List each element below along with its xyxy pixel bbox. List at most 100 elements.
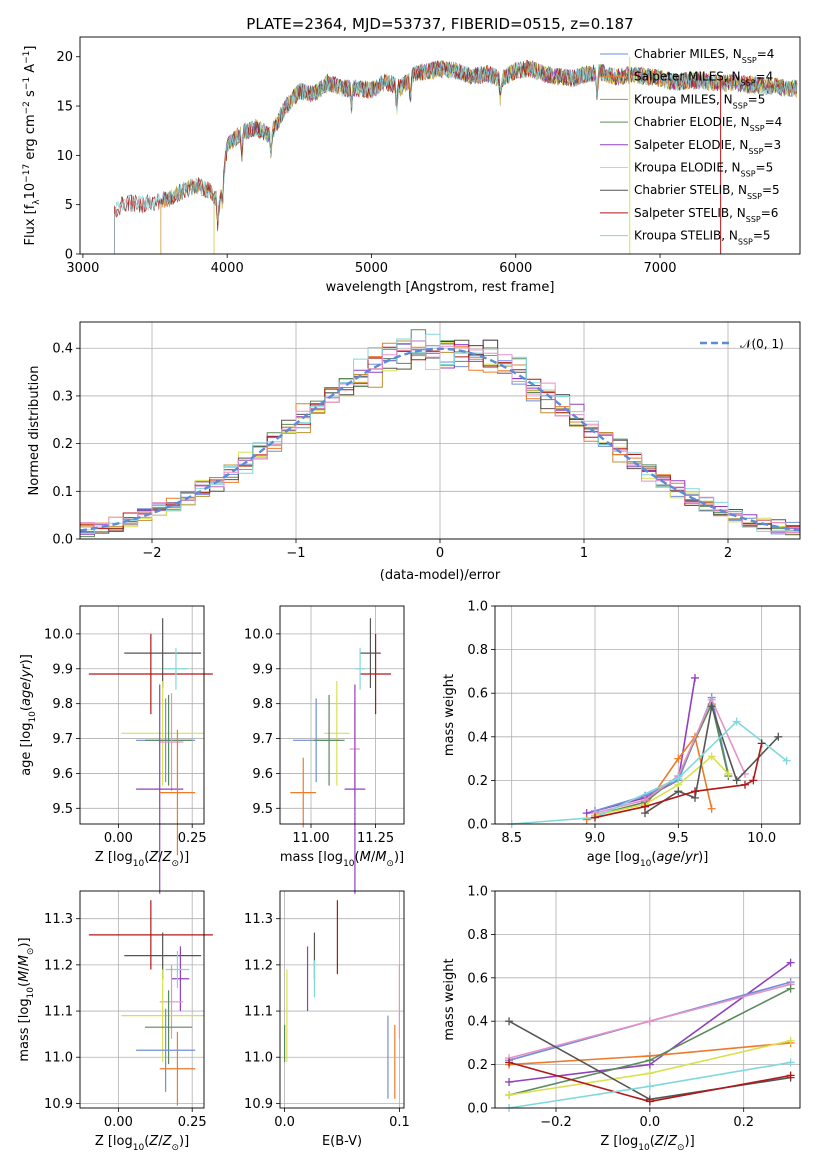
- weight_vs_Z-marker-kroupa_elodie: [505, 1090, 514, 1099]
- weight_vs_age-line-chabrier_stelib: [644, 703, 779, 814]
- legend-label-sub: SSP: [746, 214, 761, 223]
- age_vs_mass-axes: 11.00 11.25 9.5 9.6 9.7 9.8 9.9 10.0: [244, 606, 404, 846]
- weight_vs_age-ylabel: mass weight: [442, 674, 457, 756]
- mass_vs_Z-xlabel-part: (: [144, 1134, 149, 1149]
- age_vs_Z-xlabel-part: ⊙: [171, 859, 179, 869]
- mass_vs_EBV-xtick-label: 0.1: [389, 1115, 410, 1130]
- spectrum-ylabel-part: −1: [22, 51, 32, 64]
- legend-label-sub: SSP: [748, 146, 763, 155]
- weight_vs_Z-xlabel-part: )]: [685, 1134, 695, 1149]
- mass_vs_EBV-axes: 0.0 0.1 10.9 11.0 11.1 11.2 11.3: [244, 891, 410, 1130]
- weight_vs_age-marker-salpeter_stelib: [591, 813, 599, 822]
- weight_vs_age-ytick-label: 0.2: [467, 774, 488, 789]
- spectrum-ylabel: Flux [fλ10−17 erg cm−2 s−1 A−1]: [22, 46, 42, 246]
- residuals-ytick-label: 0.3: [52, 389, 73, 404]
- mass_vs_Z-ylabel-part: M: [17, 971, 32, 982]
- mass_vs_EBV-ytick-label: 11.2: [244, 958, 273, 973]
- age_vs_Z-ylabel-part: )]: [19, 654, 34, 664]
- weight_vs_Z-frame: [494, 890, 801, 1109]
- spectrum-ylabel-part: λ: [32, 199, 42, 205]
- residuals-ytick-label: 0.2: [52, 437, 73, 452]
- legend-label-text: Salpeter ELODIE, N: [634, 138, 748, 152]
- weight_vs_Z-xtick-label: 0.0: [640, 1115, 661, 1130]
- spectrum-series-salpeter_stelib: [114, 59, 798, 254]
- weight_vs_age-xlabel-part: age: [656, 850, 680, 865]
- weight_vs_age-frame: [494, 605, 801, 825]
- weight_vs_Z-lines: [505, 958, 795, 1112]
- mass_vs_Z-ytick-label: 10.9: [44, 1097, 73, 1112]
- mass_vs_Z-xlabel-part: ⊙: [171, 1143, 179, 1153]
- spectrum-xtick-label: 5000: [355, 261, 388, 276]
- age_vs_mass-xtick-label: 11.00: [292, 831, 329, 846]
- weight_vs_age-xlabel-part: yr: [684, 850, 700, 865]
- legend-label-suffix: =6: [761, 206, 779, 220]
- mass_vs_Z-xlabel-part: Z [log: [95, 1134, 133, 1149]
- mass_vs_Z-xlabel-part: 10: [133, 1143, 145, 1153]
- spectrum-xtick-label: 4000: [211, 261, 244, 276]
- residuals-ytick-label: 0.4: [52, 342, 73, 357]
- weight_vs_age-marker-salpeter_stelib: [691, 787, 699, 796]
- age_vs_Z-xlabel-part: Z: [148, 850, 159, 865]
- mass_vs_EBV-frame: [279, 890, 405, 1109]
- residuals-ylabel: Normed distribution: [27, 366, 42, 496]
- legend-label-salpeter_stelib: Salpeter STELIB, NSSP=6: [634, 206, 778, 224]
- legend-label-text: Salpeter STELIB, N: [634, 206, 746, 220]
- legend-label-text: Kroupa MILES, N: [634, 92, 733, 106]
- mass_vs_Z-ytick-label: 11.0: [44, 1051, 73, 1066]
- weight_vs_age-marker-kroupa_elodie: [724, 769, 733, 778]
- weight_vs_Z-xtick-label: 0.2: [733, 1115, 754, 1130]
- weight_vs_Z-ytick-label: 0.4: [467, 1015, 488, 1030]
- age_vs_Z-ytick-label: 9.9: [52, 662, 73, 677]
- legend-label-salpeter_miles: Salpeter MILES, NSSP=4: [634, 70, 773, 88]
- weight_vs_Z-marker-salpeter_elodie: [786, 958, 795, 967]
- weight_vs_Z-xlabel-part: Z: [654, 1134, 665, 1149]
- legend-label-suffix: =5: [748, 92, 766, 106]
- mass_vs_Z-ylabel-part: mass [log: [17, 998, 32, 1061]
- legend-label-chabrier_elodie: Chabrier ELODIE, NSSP=4: [634, 115, 782, 133]
- age_vs_Z-ylabel-part: age [log: [19, 723, 34, 776]
- age_vs_mass-xlabel-part: 10: [343, 859, 355, 869]
- weight_vs_Z-marker-salpeter_stelib: [645, 1097, 654, 1106]
- spectrum-ylabel-part: Flux [f: [23, 204, 38, 245]
- weight_vs_age-xlabel-part: age [log: [587, 850, 640, 865]
- age_vs_Z-xlabel: Z [log10(Z/Z⊙)]: [95, 850, 189, 869]
- legend-label-sub: SSP: [747, 192, 762, 201]
- age_vs_Z-xlabel-part: (: [144, 850, 149, 865]
- weight_vs_age-lines: [507, 673, 791, 828]
- weight_vs_Z-xlabel-part: Z [log: [600, 1134, 638, 1149]
- legend-label-text: Chabrier MILES, N: [634, 47, 742, 61]
- weight_vs_age-marker-kroupa_stelib: [782, 756, 791, 765]
- legend-label-sub: SSP: [741, 169, 756, 178]
- mass_vs_Z-ylabel-part: /: [17, 966, 32, 971]
- weight_vs_age-marker-chabrier_stelib: [732, 776, 741, 785]
- age_vs_Z-points: [88, 618, 213, 894]
- age_vs_mass-xlabel-part: /: [371, 850, 376, 865]
- spectrum-ytick-label: 5: [65, 198, 73, 213]
- age_vs_mass-xlabel-part: M: [375, 850, 386, 865]
- residuals-frame: [79, 321, 801, 540]
- residual-gaussian-curve: [79, 347, 801, 532]
- weight_vs_Z-xlabel-part: 10: [638, 1143, 650, 1153]
- weight_vs_age-marker-salpeter_stelib: [641, 802, 649, 811]
- weight_vs_Z-marker-salpeter_stelib: [786, 1071, 795, 1080]
- legend-label-sub: SSP: [750, 124, 765, 133]
- spectrum-ylabel-part: erg cm: [23, 114, 38, 163]
- spectrum-ytick-label: 20: [56, 50, 73, 65]
- age_vs_mass-ytick-label: 9.8: [252, 697, 273, 712]
- weight_vs_age-ytick-label: 0.0: [467, 818, 488, 833]
- residuals-xlabel: (data-model)/error: [380, 568, 501, 583]
- spectrum-xtick-label: 6000: [499, 261, 532, 276]
- weight_vs_Z-ytick-label: 0.0: [467, 1102, 488, 1117]
- weight_vs_age-marker-salpeter_stelib: [741, 780, 749, 789]
- weight_vs_Z-marker-chabrier_stelib: [505, 1017, 514, 1026]
- weight_vs_Z-xlabel-part: (: [650, 1134, 655, 1149]
- weight_vs_age-xtick-label: 8.5: [501, 831, 522, 846]
- spectrum-series-kroupa_miles: [160, 60, 798, 254]
- age_vs_Z-xtick-label: 0.25: [178, 831, 207, 846]
- weight_vs_Z-ytick-label: 0.2: [467, 1058, 488, 1073]
- legend-label-suffix: =4: [756, 70, 774, 84]
- mass_vs_Z-ylabel-part: 10: [26, 987, 36, 999]
- legend-label-text: Chabrier STELIB, N: [634, 183, 747, 197]
- age_vs_Z-ylabel-part: yr: [19, 663, 34, 679]
